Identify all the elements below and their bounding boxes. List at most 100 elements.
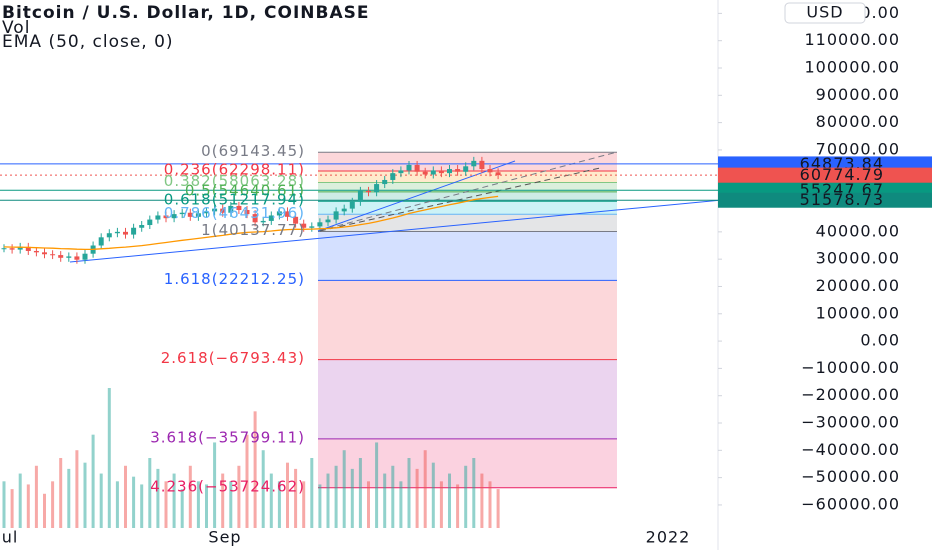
volume-bar [350, 468, 354, 528]
candle [430, 170, 436, 175]
volume-bar [188, 465, 192, 528]
volume [2, 388, 500, 528]
y-tick-label: 110000.00 [804, 30, 900, 49]
volume-bar [407, 458, 411, 528]
volume-bar [18, 473, 22, 528]
candle [204, 211, 209, 214]
price-badge [718, 192, 932, 208]
volume-bar [229, 481, 233, 528]
candle [309, 226, 315, 228]
volume-bar [302, 481, 306, 528]
volume-bar [391, 465, 395, 528]
y-tick-label: −60000.00 [801, 494, 900, 513]
fib-zone [318, 438, 617, 488]
candle [147, 219, 153, 226]
candle [406, 164, 412, 171]
x-tick-label: 2022 [646, 528, 691, 547]
candle [293, 216, 299, 224]
candle [74, 256, 80, 260]
fib-zone [318, 170, 617, 183]
y-tick-label: −10000.00 [801, 358, 900, 377]
trend-line [317, 151, 618, 232]
candle [341, 208, 347, 212]
candle [123, 231, 128, 235]
volume-bar [10, 489, 14, 528]
candle [390, 173, 396, 180]
volume-bar [196, 481, 200, 528]
volume-bar [253, 411, 257, 528]
x-tick-label: ul [2, 528, 19, 547]
candle [131, 227, 137, 235]
candle [374, 184, 380, 193]
volume-bar [277, 481, 281, 528]
fib-zone [318, 191, 617, 202]
volume-bar [148, 458, 152, 528]
candle [479, 160, 485, 170]
candle [171, 214, 177, 219]
volume-bar [245, 434, 249, 528]
candle [139, 225, 145, 228]
candle [228, 205, 234, 213]
candle [438, 170, 444, 174]
volume-bar [318, 484, 322, 528]
fib-label: 0.5(54640.61) [185, 181, 305, 199]
lines [0, 151, 932, 263]
candle [50, 254, 56, 256]
volume-bar [480, 473, 484, 528]
volume-bar [237, 465, 241, 528]
volume-bar [59, 458, 63, 528]
candle [260, 220, 266, 223]
candle [163, 215, 169, 219]
candles [1, 156, 501, 264]
volume-bar [67, 468, 71, 528]
volume-bar [83, 462, 87, 528]
fib-zones [318, 151, 617, 489]
y-tick-label: 0.00 [860, 331, 900, 350]
candle [195, 213, 201, 217]
volume-bar [172, 473, 176, 528]
candle [357, 190, 363, 202]
candle [495, 172, 501, 176]
volume-bar [342, 450, 346, 528]
volume-bar [269, 473, 273, 528]
volume-bar [75, 450, 79, 528]
volume-bar [43, 493, 46, 528]
fib-label: 0.236(62298.11) [164, 160, 305, 178]
y-tick-label: 90000.00 [816, 85, 900, 104]
volume-bar [488, 481, 492, 528]
candle [98, 237, 104, 246]
vol-indicator: Vol [2, 18, 30, 38]
volume-bar [496, 489, 500, 528]
candle [17, 246, 23, 250]
trend-line [319, 167, 601, 232]
volume-bar [156, 468, 160, 528]
volume-bar [294, 468, 298, 528]
volume-bar [205, 484, 208, 528]
fib-label: 0.382(58063.28) [164, 172, 305, 190]
volume-bar [132, 476, 136, 528]
fib-zone [318, 214, 617, 232]
y-tick-label: −50000.00 [801, 467, 900, 486]
volume-bar [164, 481, 168, 528]
candle [1, 248, 7, 250]
candle [244, 210, 250, 215]
candle [333, 211, 339, 220]
y-tick-label: −40000.00 [801, 440, 900, 459]
candle [285, 211, 290, 217]
candle [42, 252, 47, 255]
volume-bar [423, 450, 427, 528]
fib-label: 4.236(−53724.62) [150, 477, 305, 495]
candle [33, 250, 39, 253]
candle [422, 171, 428, 175]
candle [155, 215, 161, 220]
y-tick-label: 70000.00 [816, 139, 900, 158]
candle [114, 231, 120, 234]
volume-bar [124, 465, 127, 528]
volume-bar [26, 484, 30, 528]
candle [455, 169, 461, 172]
volume-bar [91, 434, 95, 528]
fib-zone [318, 359, 617, 439]
volume-bar [334, 465, 338, 528]
fib-label: 1(40137.77) [201, 221, 305, 239]
